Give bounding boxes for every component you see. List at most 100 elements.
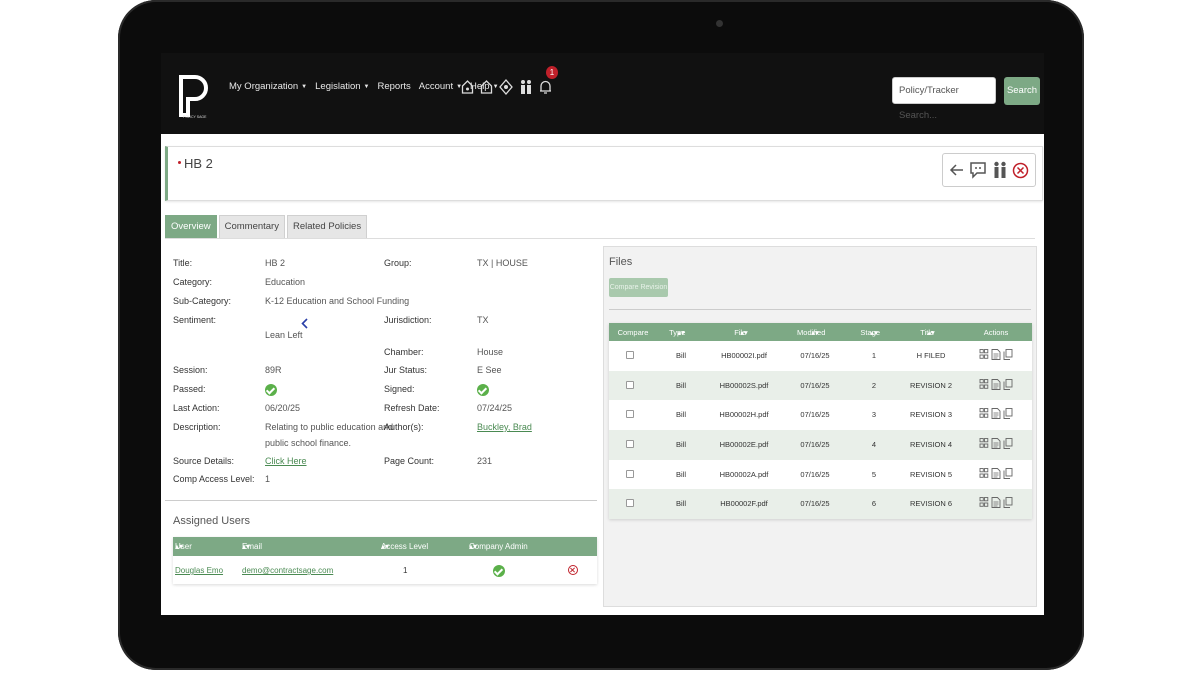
policy-search-input[interactable]: Policy/Tracker Search...	[892, 77, 996, 121]
signed-check-icon	[477, 384, 489, 396]
compare-revision-button[interactable]: Compare Revision	[609, 278, 668, 297]
copy-icon[interactable]	[1003, 497, 1013, 509]
grid-icon[interactable]	[979, 438, 989, 449]
document-icon[interactable]	[991, 349, 1001, 360]
col-modified[interactable]: Modified ▴▾	[797, 328, 826, 337]
col-type[interactable]: Type ▴▾	[669, 328, 686, 337]
notifications[interactable]: 1	[539, 66, 558, 95]
copy-icon[interactable]	[1003, 467, 1013, 479]
compare-checkbox[interactable]	[626, 440, 634, 449]
source-link[interactable]: Click Here	[265, 456, 307, 466]
file-name[interactable]: HB00002F.pdf	[720, 499, 768, 509]
bell-icon[interactable]	[539, 79, 552, 95]
jurisdiction-label: Jurisdiction:	[384, 315, 432, 325]
col-company-admin[interactable]: Company Admin ▴▾	[469, 542, 528, 551]
file-name[interactable]: HB00002S.pdf	[719, 380, 769, 390]
users-icon[interactable]	[992, 161, 1008, 179]
notification-badge: 1	[546, 66, 558, 79]
file-name[interactable]: HB00002A.pdf	[719, 469, 769, 479]
nav-help[interactable]: Help ▼	[470, 81, 499, 92]
file-actions	[979, 349, 1013, 360]
col-email[interactable]: Email ▴▾	[242, 542, 263, 551]
file-stage: 1	[871, 351, 877, 360]
nav-legislation[interactable]: Legislation ▼	[315, 81, 370, 92]
session-value: 89R	[265, 365, 282, 375]
file-title: REVISION 5	[909, 469, 953, 479]
email-link[interactable]: demo@contractsage.com	[242, 566, 334, 575]
subcategory-label: Sub-Category:	[173, 296, 232, 306]
compare-checkbox[interactable]	[626, 351, 634, 359]
compare-checkbox[interactable]	[626, 499, 634, 508]
col-file[interactable]: File ▴▾	[734, 328, 748, 337]
comp-access-value: 1	[265, 474, 271, 484]
chamber-label: Chamber:	[384, 347, 424, 357]
comment-icon[interactable]	[969, 161, 987, 179]
nav-my-organization[interactable]: My Organization ▼	[229, 81, 308, 92]
grid-icon[interactable]	[979, 408, 989, 419]
close-circle-icon[interactable]	[1012, 162, 1029, 179]
document-icon[interactable]	[991, 467, 1001, 479]
document-icon[interactable]	[991, 438, 1001, 450]
user-link[interactable]: Douglas Emo	[175, 566, 224, 575]
home-alert-icon[interactable]	[461, 79, 474, 95]
tab-overview[interactable]: Overview	[165, 215, 217, 239]
col-user[interactable]: User ▴▾	[175, 542, 192, 551]
source-label: Source Details:	[173, 456, 235, 466]
search-button[interactable]: Search	[1004, 77, 1040, 105]
col-title[interactable]: Title ▴▾	[920, 328, 935, 337]
file-stage: 6	[871, 499, 877, 509]
chamber-value: House	[477, 347, 504, 357]
app-screen: POLICY SAGE My Organization ▼ Legislation…	[161, 53, 1044, 615]
copy-icon[interactable]	[1003, 349, 1013, 360]
back-arrow-icon[interactable]	[949, 162, 965, 178]
diamond-icon[interactable]	[499, 79, 513, 95]
compare-checkbox[interactable]	[626, 410, 634, 419]
files-table: Compare Type ▴▾ File ▴▾ Modified ▴▾ Stag…	[609, 323, 1032, 520]
nav-reports[interactable]: Reports	[377, 81, 411, 92]
file-modified: 07/16/25	[800, 410, 830, 420]
grid-icon[interactable]	[979, 467, 989, 479]
file-title: REVISION 2	[909, 380, 953, 390]
file-stage: 3	[871, 410, 877, 420]
last-action-label: Last Action:	[173, 403, 220, 413]
tab-commentary[interactable]: Commentary	[218, 215, 285, 239]
section-divider	[165, 500, 597, 501]
col-stage[interactable]: Stage ▴▾	[860, 328, 881, 337]
copy-icon[interactable]	[1003, 408, 1013, 420]
people-icon[interactable]	[519, 79, 533, 95]
policy-sage-logo[interactable]: POLICY SAGE	[177, 73, 217, 119]
logo-text: POLICY SAGE	[183, 115, 207, 119]
tab-related-policies[interactable]: Related Policies	[286, 215, 368, 239]
grid-icon[interactable]	[979, 378, 989, 390]
grid-icon[interactable]	[979, 497, 989, 508]
compare-checkbox[interactable]	[626, 469, 634, 478]
file-name[interactable]: HB00002H.pdf	[719, 410, 769, 420]
author-link[interactable]: Buckley, Brad	[477, 422, 532, 432]
subcategory-value: K-12 Education and School Funding	[265, 296, 410, 306]
file-stage: 4	[871, 440, 877, 450]
copy-icon[interactable]	[1003, 438, 1013, 450]
grid-icon[interactable]	[979, 349, 989, 360]
col-access-level[interactable]: Access Level ▴▾	[381, 542, 429, 551]
remove-user-icon[interactable]	[568, 565, 578, 575]
house-icon[interactable]	[480, 79, 493, 95]
file-modified: 07/16/25	[800, 469, 830, 479]
chevron-left-icon[interactable]	[301, 318, 308, 329]
file-stage: 2	[871, 380, 877, 390]
passed-label: Passed:	[173, 384, 206, 394]
copy-icon[interactable]	[1003, 378, 1013, 390]
col-compare: Compare	[617, 328, 649, 337]
document-icon[interactable]	[991, 408, 1001, 420]
nav-account[interactable]: Account ▼	[418, 81, 463, 92]
document-icon[interactable]	[991, 497, 1001, 509]
file-name[interactable]: HB00002I.pdf	[721, 351, 767, 360]
navbar: POLICY SAGE My Organization ▼ Legislation…	[161, 53, 1044, 134]
file-name[interactable]: HB00002E.pdf	[719, 440, 769, 450]
file-row: Bill HB00002F.pdf 07/16/25 6 REVISION 6	[609, 489, 1032, 520]
compare-checkbox[interactable]	[626, 380, 634, 389]
file-actions	[979, 467, 1013, 479]
file-type: Bill	[675, 410, 687, 420]
file-row: Bill HB00002H.pdf 07/16/25 3 REVISION 3	[609, 400, 1032, 431]
col-actions: Actions	[983, 328, 1009, 337]
document-icon[interactable]	[991, 378, 1001, 390]
